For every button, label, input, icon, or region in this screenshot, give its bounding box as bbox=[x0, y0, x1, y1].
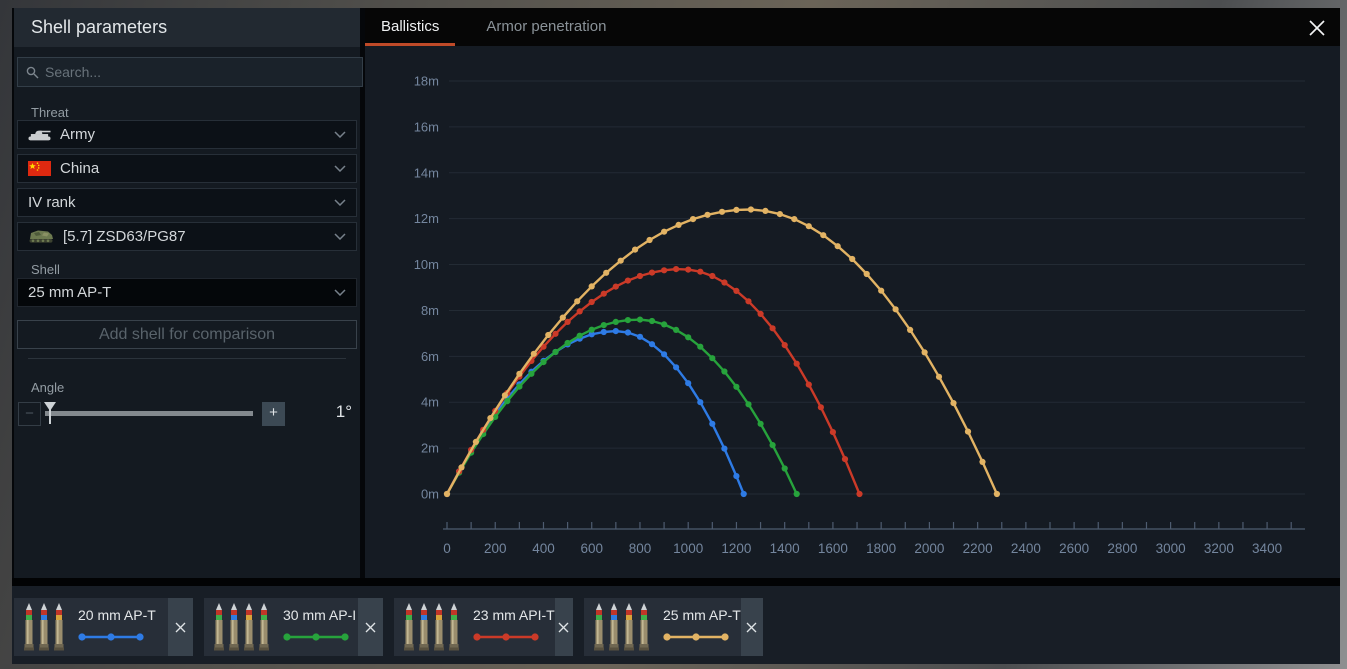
search-input[interactable]: Search... bbox=[17, 57, 363, 87]
tank-icon bbox=[28, 130, 51, 141]
close-icon bbox=[175, 622, 186, 632]
dropdown-value: China bbox=[60, 160, 100, 177]
shell-cartridges-icon bbox=[204, 598, 273, 656]
svg-text:600: 600 bbox=[580, 541, 603, 556]
svg-text:3400: 3400 bbox=[1252, 541, 1282, 556]
tab-ballistics[interactable]: Ballistics bbox=[365, 8, 456, 46]
svg-text:200: 200 bbox=[484, 541, 507, 556]
shell-chip[interactable]: 20 mm AP-T bbox=[14, 598, 193, 656]
angle-slider-row: − + 1° bbox=[14, 400, 360, 430]
shell-comparison-bar: 20 mm AP-T 30 mm AP-I 23 mm API-T bbox=[12, 586, 1340, 664]
search-placeholder: Search... bbox=[45, 64, 102, 80]
svg-text:2000: 2000 bbox=[914, 541, 944, 556]
chevron-down-icon bbox=[334, 165, 346, 172]
shell-chip[interactable]: 23 mm API-T bbox=[394, 598, 573, 656]
chip-shell-name: 30 mm AP-I bbox=[283, 607, 357, 623]
shell-label: Shell bbox=[31, 262, 60, 277]
close-icon bbox=[746, 622, 757, 632]
angle-decrease-button[interactable]: − bbox=[18, 402, 41, 426]
svg-text:1400: 1400 bbox=[770, 541, 800, 556]
dropdown-value: IV rank bbox=[28, 194, 76, 211]
series-color-sample bbox=[473, 633, 539, 641]
shell-chip[interactable]: 30 mm AP-I bbox=[204, 598, 383, 656]
svg-text:1600: 1600 bbox=[818, 541, 848, 556]
svg-text:3200: 3200 bbox=[1204, 541, 1234, 556]
chevron-down-icon bbox=[334, 289, 346, 296]
panel-header: Shell parameters bbox=[14, 8, 360, 47]
svg-text:800: 800 bbox=[629, 541, 652, 556]
divider-strip bbox=[12, 578, 1340, 586]
svg-text:3000: 3000 bbox=[1156, 541, 1186, 556]
svg-text:1200: 1200 bbox=[721, 541, 751, 556]
shell-parameters-panel: Shell parameters Search... Threat Army bbox=[14, 8, 363, 580]
shell-dropdown[interactable]: 25 mm AP-T bbox=[17, 278, 357, 307]
shell-cartridges-icon bbox=[14, 598, 68, 656]
svg-text:6m: 6m bbox=[421, 349, 439, 364]
svg-text:2600: 2600 bbox=[1059, 541, 1089, 556]
tab-armor-penetration[interactable]: Armor penetration bbox=[486, 18, 607, 35]
chevron-down-icon bbox=[334, 131, 346, 138]
threat-vehicle-dropdown[interactable]: [5.7] ZSD63/PG87 bbox=[17, 222, 357, 251]
chip-shell-name: 20 mm AP-T bbox=[78, 607, 156, 623]
chip-remove-button[interactable] bbox=[168, 598, 193, 656]
svg-text:10m: 10m bbox=[414, 257, 439, 272]
series-color-sample bbox=[78, 633, 144, 641]
shell-chip[interactable]: 25 mm AP-T bbox=[584, 598, 763, 656]
chip-remove-button[interactable] bbox=[740, 598, 763, 656]
search-icon bbox=[26, 66, 39, 78]
threat-nation-dropdown[interactable]: China bbox=[17, 154, 357, 183]
svg-text:8m: 8m bbox=[421, 303, 439, 318]
svg-text:12m: 12m bbox=[414, 211, 439, 226]
svg-text:18m: 18m bbox=[414, 74, 439, 89]
vehicle-icon bbox=[29, 230, 53, 243]
china-flag-icon bbox=[28, 161, 51, 176]
svg-text:0m: 0m bbox=[421, 487, 439, 502]
dropdown-value: Army bbox=[60, 126, 95, 143]
chip-remove-button[interactable] bbox=[358, 598, 383, 656]
svg-text:1800: 1800 bbox=[866, 541, 896, 556]
threat-rank-dropdown[interactable]: IV rank bbox=[17, 188, 357, 217]
page-title: Shell parameters bbox=[31, 17, 168, 37]
svg-text:0: 0 bbox=[443, 541, 451, 556]
divider bbox=[28, 358, 346, 359]
dropdown-value: [5.7] ZSD63/PG87 bbox=[63, 228, 186, 245]
series-color-sample bbox=[663, 633, 729, 641]
chevron-down-icon bbox=[334, 199, 346, 206]
angle-slider[interactable] bbox=[44, 402, 253, 424]
svg-text:2800: 2800 bbox=[1107, 541, 1137, 556]
chip-shell-name: 25 mm AP-T bbox=[663, 607, 741, 623]
trajectory-chart: 0m 2m 4m 6m 8m 10m 12m 14m 16m 18m 0 200 400 600 800 10… bbox=[414, 74, 1305, 556]
svg-text:400: 400 bbox=[532, 541, 555, 556]
chevron-down-icon bbox=[334, 233, 346, 240]
tab-bar: Ballistics Armor penetration bbox=[365, 8, 1340, 46]
svg-text:2200: 2200 bbox=[963, 541, 993, 556]
svg-text:1000: 1000 bbox=[673, 541, 703, 556]
add-shell-comparison-button[interactable]: Add shell for comparison bbox=[17, 320, 357, 349]
angle-label: Angle bbox=[31, 380, 65, 395]
shell-cartridges-icon bbox=[394, 598, 463, 656]
series-color-sample bbox=[283, 633, 349, 641]
close-icon bbox=[1309, 20, 1325, 36]
angle-slider-thumb[interactable] bbox=[44, 402, 56, 424]
svg-text:14m: 14m bbox=[414, 165, 439, 180]
angle-increase-button[interactable]: + bbox=[262, 402, 285, 426]
chip-remove-button[interactable] bbox=[554, 598, 573, 656]
ballistics-panel: Ballistics Armor penetration 0m 2m 4m 6m 8m 1… bbox=[365, 8, 1340, 578]
threat-branch-dropdown[interactable]: Army bbox=[17, 120, 357, 149]
svg-text:4m: 4m bbox=[421, 395, 439, 410]
dropdown-value: 25 mm AP-T bbox=[28, 284, 112, 301]
chip-shell-name: 23 mm API-T bbox=[473, 607, 555, 623]
threat-label: Threat bbox=[31, 105, 69, 120]
close-icon bbox=[558, 622, 569, 632]
svg-text:2m: 2m bbox=[421, 441, 439, 456]
close-icon bbox=[365, 622, 376, 632]
close-button[interactable] bbox=[1304, 16, 1330, 40]
shell-cartridges-icon bbox=[584, 598, 653, 656]
angle-value: 1° bbox=[335, 402, 352, 421]
svg-text:2400: 2400 bbox=[1011, 541, 1041, 556]
svg-text:16m: 16m bbox=[414, 119, 439, 134]
